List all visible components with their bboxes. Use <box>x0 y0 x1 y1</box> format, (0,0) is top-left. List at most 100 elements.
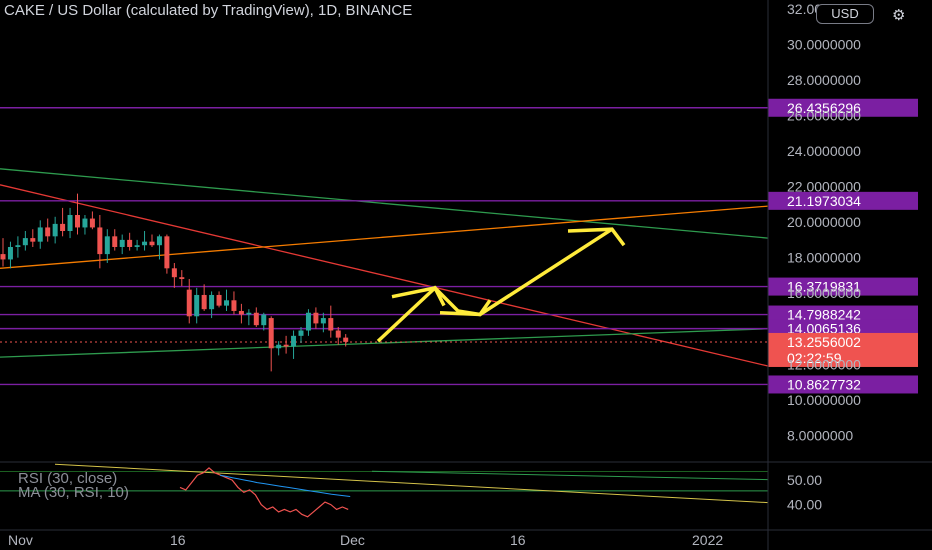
rsi-tick-label: 40.00 <box>787 497 822 513</box>
candle-body <box>343 337 349 342</box>
candle-body <box>171 268 177 278</box>
candle-body <box>45 227 51 237</box>
arrow-head-3 <box>567 227 626 247</box>
rsi-yellow-trend <box>54 463 769 504</box>
level-label: 26.4356296 <box>787 100 861 116</box>
candle-body <box>156 236 162 246</box>
candle-body <box>224 300 229 306</box>
candle-body <box>291 335 297 347</box>
trendlines <box>0 168 769 367</box>
price-tick-label: 22.0000000 <box>787 179 861 195</box>
candle-body <box>97 227 103 255</box>
price-tick-label: 18.0000000 <box>787 250 861 266</box>
price-tick-label: 8.0000000 <box>787 427 853 443</box>
time-tick-label: 16 <box>170 532 186 548</box>
candle-body <box>276 344 282 349</box>
current-price-box <box>768 332 918 367</box>
currency-button[interactable]: USD <box>816 4 874 24</box>
candle-body <box>15 245 21 247</box>
candle-body <box>75 215 80 228</box>
candle-body <box>142 241 148 246</box>
candle-body <box>246 312 252 315</box>
price-axis[interactable]: 32.000000030.000000028.000000026.0000000… <box>767 0 861 550</box>
arrow-head-1 <box>391 285 446 307</box>
candle-body <box>305 312 311 331</box>
level-label-box <box>768 277 918 296</box>
candle-body <box>328 318 334 331</box>
price-tick-label: 30.0000000 <box>787 36 861 52</box>
rsi-tick-label: 50.00 <box>787 472 822 488</box>
price-tick-label: 10.0000000 <box>787 392 861 408</box>
yellow-projection-arrow[interactable] <box>376 227 626 343</box>
candle-body <box>253 312 259 326</box>
candle-body <box>82 218 88 228</box>
trendline-green-upper <box>0 168 769 239</box>
time-tick-label: Dec <box>340 532 365 548</box>
candle-body <box>216 294 222 306</box>
candle-body <box>149 241 155 246</box>
trendline-orange <box>0 205 769 269</box>
candle-body <box>67 215 73 231</box>
candle-body <box>335 330 341 338</box>
candle-body <box>119 239 125 247</box>
arrow-head-2 <box>439 299 492 317</box>
candle-body <box>209 294 215 310</box>
time-tick-label: 2022 <box>692 532 723 548</box>
price-tick-label: 12.0000000 <box>787 356 861 372</box>
candle-body <box>201 294 207 310</box>
rsi-label: RSI (30, close) <box>18 470 118 487</box>
trendline-red <box>0 184 769 367</box>
candle-body <box>268 318 274 349</box>
ma-label: MA (30, RSI, 10) <box>18 484 129 501</box>
candle-body <box>104 236 110 255</box>
rsi-panel: 50.00 40.00 <box>0 461 932 518</box>
rsi-line <box>179 467 349 518</box>
rsi-green-trend <box>371 470 769 481</box>
level-label-box <box>768 191 918 210</box>
candle-body <box>238 310 244 315</box>
trendline-green-lower <box>0 328 769 358</box>
arrow-path <box>376 227 613 343</box>
price-tick-label: 16.0000000 <box>787 285 861 301</box>
level-label-box <box>768 305 918 324</box>
candle-body <box>127 239 133 247</box>
price-tick-label: 26.0000000 <box>787 108 861 124</box>
candle-body <box>7 246 13 260</box>
candle-body <box>194 294 200 317</box>
countdown-label: 02:22:59 <box>787 350 842 366</box>
candle-body <box>112 236 118 247</box>
level-label: 21.1973034 <box>787 193 861 209</box>
horizontal-levels[interactable]: 26.4356296 21.1973034 16.3719831 14.7988242… <box>0 98 918 394</box>
candle-body <box>283 344 289 347</box>
candle-body <box>186 289 192 317</box>
candle-body <box>298 330 304 336</box>
candle-body <box>0 254 6 260</box>
candle-body <box>231 300 237 311</box>
level-label: 14.0065136 <box>787 321 861 337</box>
candle-body <box>37 227 43 242</box>
price-tick-label: 20.0000000 <box>787 214 861 230</box>
price-tick-label: 24.0000000 <box>787 143 861 159</box>
candle-body <box>89 218 95 228</box>
candle-body <box>313 312 319 324</box>
level-label: 16.3719831 <box>787 279 861 295</box>
level-label: 10.8627732 <box>787 376 861 392</box>
candle-body <box>164 236 170 269</box>
level-label-box <box>768 98 918 117</box>
rsi-ma-line <box>219 474 351 497</box>
time-tick-label: Nov <box>8 532 33 548</box>
time-axis[interactable]: Nov 16 Dec 16 2022 <box>0 529 932 548</box>
candle-body <box>60 223 66 231</box>
candle-body <box>134 245 140 247</box>
level-label: 14.7988242 <box>787 307 861 323</box>
candle-body <box>52 223 58 237</box>
time-tick-label: 16 <box>510 532 526 548</box>
candle-body <box>320 318 326 324</box>
price-tick-label: 28.0000000 <box>787 72 861 88</box>
candle-body <box>30 238 36 242</box>
gear-icon[interactable]: ⚙ <box>892 7 906 24</box>
candle-body <box>22 238 28 246</box>
current-price-label: 13.2556002 <box>787 334 861 350</box>
candles <box>0 193 349 372</box>
